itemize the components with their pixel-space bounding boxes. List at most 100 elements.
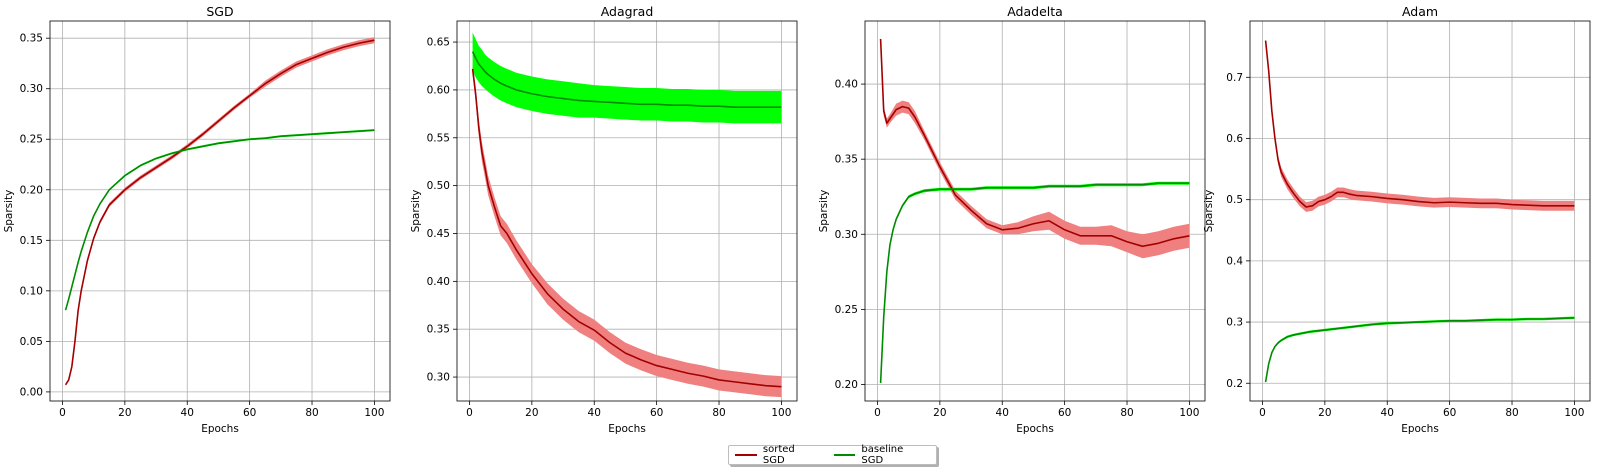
y-tick-label: 0.35 <box>20 33 43 45</box>
y-tick-label: 0.55 <box>427 132 450 144</box>
panel-title: Adadelta <box>1007 4 1063 19</box>
y-tick-label: 0.20 <box>20 184 43 196</box>
x-tick-label: 80 <box>1505 407 1518 419</box>
y-tick-label: 0.00 <box>20 386 43 398</box>
band-baseline <box>65 129 375 312</box>
y-tick-label: 0.35 <box>427 324 450 336</box>
x-tick-label: 80 <box>305 407 318 419</box>
x-tick-label: 20 <box>118 407 131 419</box>
grid-adadelta <box>865 21 1205 401</box>
y-axis-label: Sparsity <box>410 190 422 233</box>
legend-label-baseline: baseline SGD <box>861 444 904 466</box>
x-tick-label: 0 <box>1259 407 1266 419</box>
grid-adagrad <box>457 21 797 401</box>
panel-adagrad: 0 20 40 60 80 100 0.30 0.35 0.40 0.45 0.50 0.55 0.60… <box>410 4 798 435</box>
band-sorted <box>880 36 1190 259</box>
y-tick-label: 0.30 <box>427 372 450 384</box>
x-tick-label: 60 <box>1058 407 1071 419</box>
panel-title: Adagrad <box>601 4 654 19</box>
panel-adadelta: 0 20 40 60 80 100 0.20 0.25 0.30 0.35 0.40 Adadelta… <box>818 4 1206 435</box>
y-tick-label: 0.45 <box>427 228 450 240</box>
y-tick-label: 0.60 <box>427 84 450 96</box>
x-axis-label: Epochs <box>608 423 646 435</box>
y-tick-label: 0.6 <box>1226 133 1243 145</box>
band-baseline <box>1265 316 1575 383</box>
y-tick-label: 0.30 <box>20 83 43 95</box>
x-tick-label: 0 <box>466 407 473 419</box>
y-axis-label: Sparsity <box>3 190 15 233</box>
x-tick-label: 60 <box>1443 407 1456 419</box>
y-tick-label: 0.40 <box>427 276 450 288</box>
x-tick-label: 0 <box>59 407 66 419</box>
band-sorted <box>1265 38 1575 212</box>
plot-area-adadelta <box>879 36 1190 385</box>
panel-title: Adam <box>1402 4 1438 19</box>
x-tick-label: 40 <box>1381 407 1394 419</box>
legend-swatch-baseline <box>833 454 856 456</box>
legend-item-sorted: sorted SGD <box>735 444 820 466</box>
x-tick-label: 80 <box>712 407 725 419</box>
y-tick-label: 0.2 <box>1226 378 1243 390</box>
y-tick-label: 0.05 <box>20 336 43 348</box>
line-sorted <box>1264 40 1575 208</box>
line-sorted <box>64 39 375 386</box>
line-sorted <box>879 38 1190 248</box>
x-tick-label: 100 <box>364 407 384 419</box>
legend-label-sorted: sorted SGD <box>762 444 795 466</box>
y-tick-label: 0.7 <box>1226 72 1243 84</box>
x-tick-label: 40 <box>996 407 1009 419</box>
x-tick-label: 40 <box>181 407 194 419</box>
y-tick-label: 0.20 <box>835 379 858 391</box>
grid-sgd <box>50 21 390 401</box>
legend-swatch-sorted <box>735 454 757 456</box>
y-tick-label: 0.40 <box>835 79 858 91</box>
line-baseline <box>879 182 1190 384</box>
line-baseline <box>1264 316 1575 383</box>
y-tick-label: 0.5 <box>1226 194 1243 206</box>
y-tick-label: 0.25 <box>835 304 858 316</box>
x-tick-label: 60 <box>650 407 663 419</box>
axes-frame-adam <box>1249 20 1591 402</box>
x-tick-label: 100 <box>1179 407 1199 419</box>
y-tick-label: 0.50 <box>427 180 450 192</box>
line-baseline <box>64 129 375 311</box>
axes-frame-adagrad <box>456 20 798 402</box>
y-tick-label: 0.10 <box>20 285 43 297</box>
y-tick-label: 0.30 <box>835 229 858 241</box>
y-tick-label: 0.3 <box>1226 317 1243 329</box>
y-tick-label: 0.4 <box>1226 255 1243 267</box>
x-tick-label: 100 <box>771 407 791 419</box>
x-tick-label: 0 <box>874 407 881 419</box>
x-axis-label: Epochs <box>1016 423 1054 435</box>
y-tick-label: 0.65 <box>427 37 450 49</box>
panel-adam: 0 20 40 60 80 100 0.2 0.3 0.4 0.5 0.6 0.7 Adam Epochs… <box>1203 4 1591 435</box>
band-baseline <box>880 181 1190 385</box>
x-tick-label: 20 <box>525 407 538 419</box>
x-axis-label: Epochs <box>201 423 239 435</box>
grid-adam <box>1250 21 1590 401</box>
x-tick-label: 40 <box>588 407 601 419</box>
line-baseline <box>471 51 782 108</box>
y-tick-label: 0.25 <box>20 134 43 146</box>
y-axis-label: Sparsity <box>818 190 830 233</box>
y-tick-label: 0.15 <box>20 235 43 247</box>
y-axis-label: Sparsity <box>1203 190 1215 233</box>
plot-area-sgd <box>64 37 375 386</box>
axes-frame-adadelta <box>864 20 1206 402</box>
x-tick-label: 60 <box>243 407 256 419</box>
legend-item-baseline: baseline SGD <box>833 444 929 466</box>
legend: sorted SGD baseline SGD <box>728 444 937 466</box>
band-baseline <box>472 32 782 124</box>
plot-area-adagrad <box>471 32 782 398</box>
plot-area-adam <box>1264 38 1575 383</box>
axes-frame-sgd <box>49 20 391 402</box>
x-axis-label: Epochs <box>1401 423 1439 435</box>
x-tick-label: 80 <box>1120 407 1133 419</box>
x-tick-label: 20 <box>933 407 946 419</box>
x-tick-label: 20 <box>1318 407 1331 419</box>
panel-title: SGD <box>206 4 233 19</box>
y-tick-label: 0.35 <box>835 154 858 166</box>
x-tick-label: 100 <box>1564 407 1584 419</box>
band-sorted <box>65 37 375 386</box>
